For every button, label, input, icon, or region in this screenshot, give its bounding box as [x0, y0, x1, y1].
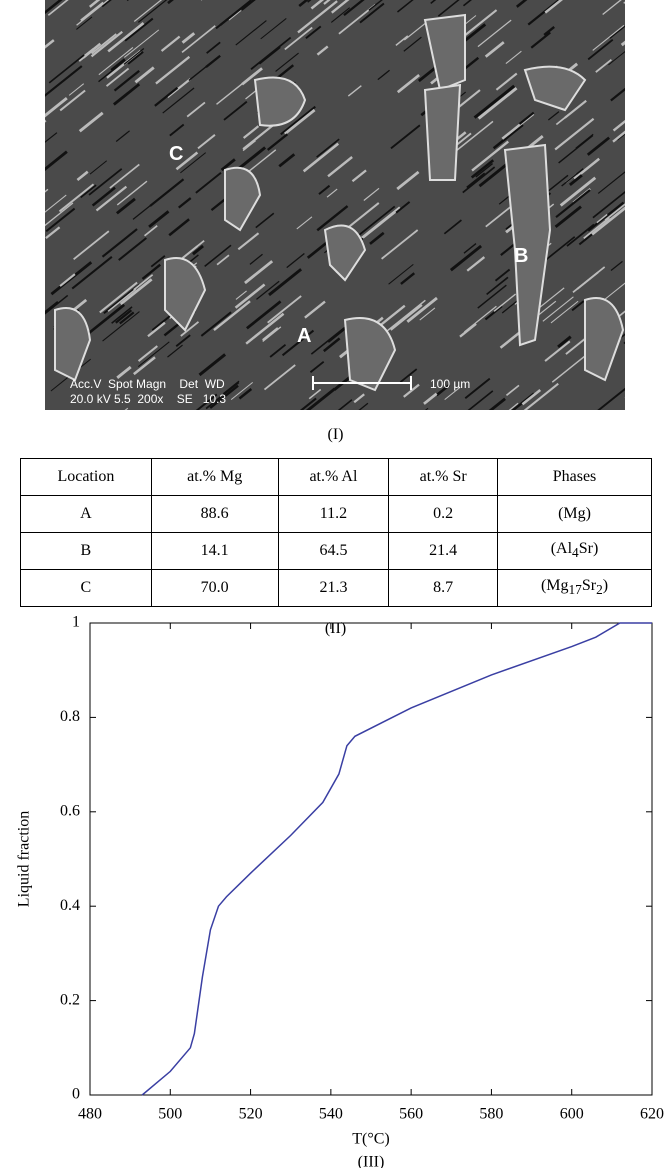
cell: 0.2: [388, 495, 499, 533]
table-row: C 70.0 21.3 8.7 (Mg17Sr2): [20, 569, 652, 607]
table-row: A 88.6 11.2 0.2 (Mg): [20, 495, 652, 533]
phase-cell: (Mg17Sr2): [497, 569, 652, 607]
scale-label: 100 µm: [430, 377, 470, 391]
cell: B: [20, 532, 152, 570]
cell: 21.4: [388, 532, 499, 570]
x-tick-label: 560: [399, 1106, 423, 1123]
y-axis-label: Liquid fraction: [16, 811, 33, 907]
chart: 480 500 520 540 560 580 600 620 0 0.2 0.4 0.6 0.8 1 T(…: [16, 614, 664, 1168]
y-tick-label: 1: [72, 614, 80, 631]
data-line: [141, 622, 652, 1096]
cell: A: [20, 495, 152, 533]
y-tick-label: 0.6: [60, 802, 80, 819]
phase-text: ): [602, 577, 609, 595]
caption: (I): [327, 426, 344, 443]
cell: 88.6: [150, 495, 279, 533]
y-tick-label: 0.4: [60, 897, 80, 914]
cell: 11.2: [277, 495, 390, 533]
x-tick-label: 620: [640, 1106, 664, 1123]
caption: (III): [358, 1154, 385, 1168]
phase-text: (Al: [550, 540, 573, 558]
y-tick-label: 0.8: [60, 708, 80, 725]
composition-table: Location at.% Mg at.% Al at.% Sr Phases A 88.6…: [20, 458, 652, 607]
x-tick-label: 520: [239, 1106, 263, 1123]
x-tick-label: 480: [78, 1106, 102, 1123]
phase-text: (Mg: [540, 577, 569, 595]
y-tick-label: 0.2: [60, 991, 80, 1008]
y-tick-label: 0: [72, 1086, 80, 1103]
x-tick-label: 540: [319, 1106, 343, 1123]
table-row: B 14.1 64.5 21.4 (Al4Sr): [20, 532, 652, 570]
header-cell: Phases: [497, 458, 652, 496]
region-label: C: [169, 143, 183, 165]
header-cell: at.% Al: [277, 458, 390, 496]
region-label: A: [297, 325, 311, 347]
x-tick-label: 580: [479, 1106, 503, 1123]
plot-frame: [89, 622, 653, 1096]
cell: 8.7: [388, 569, 499, 607]
x-tick-label: 600: [560, 1106, 584, 1123]
cell: 21.3: [277, 569, 390, 607]
phase-cell: (Mg): [497, 495, 652, 533]
caption: (II): [324, 620, 347, 637]
subscript: 2: [596, 582, 603, 598]
region-label: B: [514, 245, 528, 267]
cell: C: [20, 569, 152, 607]
header-row: Location at.% Mg at.% Al at.% Sr Phases: [20, 458, 652, 496]
header-cell: at.% Sr: [388, 458, 499, 496]
phase-text: (Mg): [558, 505, 591, 522]
header-cell: Location: [20, 458, 152, 496]
phase-text: Sr: [581, 577, 597, 595]
x-tick-label: 500: [158, 1106, 182, 1123]
phase-text: Sr): [578, 540, 599, 558]
cell: 70.0: [150, 569, 279, 607]
cell: 64.5: [277, 532, 390, 570]
x-axis-label: T(°C): [352, 1131, 390, 1148]
subscript: 17: [568, 582, 582, 598]
phase-cell: (Al4Sr): [497, 532, 652, 570]
header-cell: at.% Mg: [150, 458, 279, 496]
info-header: Acc.V Spot Magn Det WD: [70, 377, 225, 391]
micrograph: A B C Acc.V Spot Magn Det WD 20.0 kV 5.5…: [45, 0, 625, 410]
subscript: 4: [572, 545, 579, 561]
info-values: 20.0 kV 5.5 200x SE 10.3: [70, 392, 226, 406]
cell: 14.1: [150, 532, 279, 570]
